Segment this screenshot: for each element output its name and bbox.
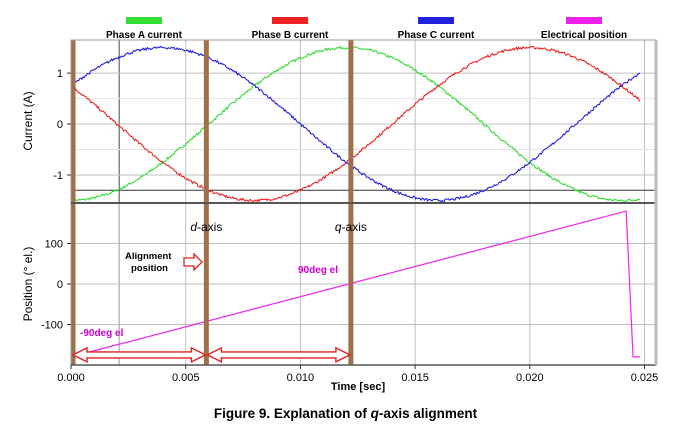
- xtick-label: 0.025: [631, 372, 659, 384]
- caption-suffix: -axis alignment: [378, 406, 478, 421]
- xtick-label: 0.010: [287, 372, 315, 384]
- legend-label-phase-b: Phase B current: [252, 30, 329, 41]
- annotations: d-axis q-axis Alignment position -90deg …: [80, 220, 367, 339]
- legend-swatch-phase-a: [126, 17, 162, 24]
- series-phase-a: [71, 45, 641, 202]
- legend-swatch-position: [566, 17, 602, 24]
- legend-swatch-phase-b: [272, 17, 308, 24]
- legend-label-phase-c: Phase C current: [398, 30, 475, 41]
- ytick-label-bottom: -100: [41, 320, 63, 332]
- ytick-label-bottom: 0: [57, 279, 63, 291]
- alignment-pointer-arrow: [183, 252, 203, 272]
- xtick-label: 0.015: [401, 372, 429, 384]
- legend-label-phase-a: Phase A current: [106, 30, 183, 41]
- axis-ticks: 1 0 -1 100 0 -100 0.000 0.005 0.010 0.015 0.020 0.0…: [41, 68, 658, 384]
- plus-90deg-label: 90deg el: [298, 265, 338, 276]
- series-top: [71, 45, 641, 203]
- series-phase-c: [71, 45, 641, 203]
- series-phase-b: [71, 45, 641, 203]
- legend-label-position: Electrical position: [541, 30, 627, 41]
- ytick-label-top: 0: [57, 119, 63, 131]
- alignment-position-line2: position: [131, 263, 168, 274]
- arrows: [71, 346, 352, 364]
- legend: Phase A current Phase B current Phase C …: [106, 17, 627, 41]
- xtick-label: 0.000: [57, 372, 85, 384]
- arrow-start-to-d-axis: [71, 346, 207, 364]
- q-axis-label: q-axis: [335, 220, 367, 234]
- y-axis-title-bottom: Position (° el.): [21, 247, 35, 322]
- xtick-label: 0.020: [516, 372, 544, 384]
- minus-90deg-label: -90deg el: [80, 328, 124, 339]
- arrow-d-axis-to-q-axis: [205, 346, 352, 364]
- xtick-label: 0.005: [172, 372, 200, 384]
- panel-top: [71, 40, 656, 203]
- grid-top: [70, 40, 656, 365]
- alignment-position-line1: Alignment: [125, 251, 172, 262]
- y-axis-title-top: Current (A): [21, 91, 35, 150]
- ytick-label-top: 1: [57, 68, 63, 80]
- caption-italic: q: [370, 406, 379, 421]
- x-axis-title: Time [sec]: [331, 381, 386, 393]
- d-axis-label: d-axis: [190, 220, 222, 234]
- caption-prefix: Figure 9. Explanation of: [213, 406, 371, 421]
- ytick-label-top: -1: [53, 170, 63, 182]
- ytick-label-bottom: 100: [45, 239, 63, 251]
- legend-swatch-phase-c: [418, 17, 454, 24]
- figure-caption: Figure 9. Explanation of q-axis alignmen…: [0, 406, 691, 421]
